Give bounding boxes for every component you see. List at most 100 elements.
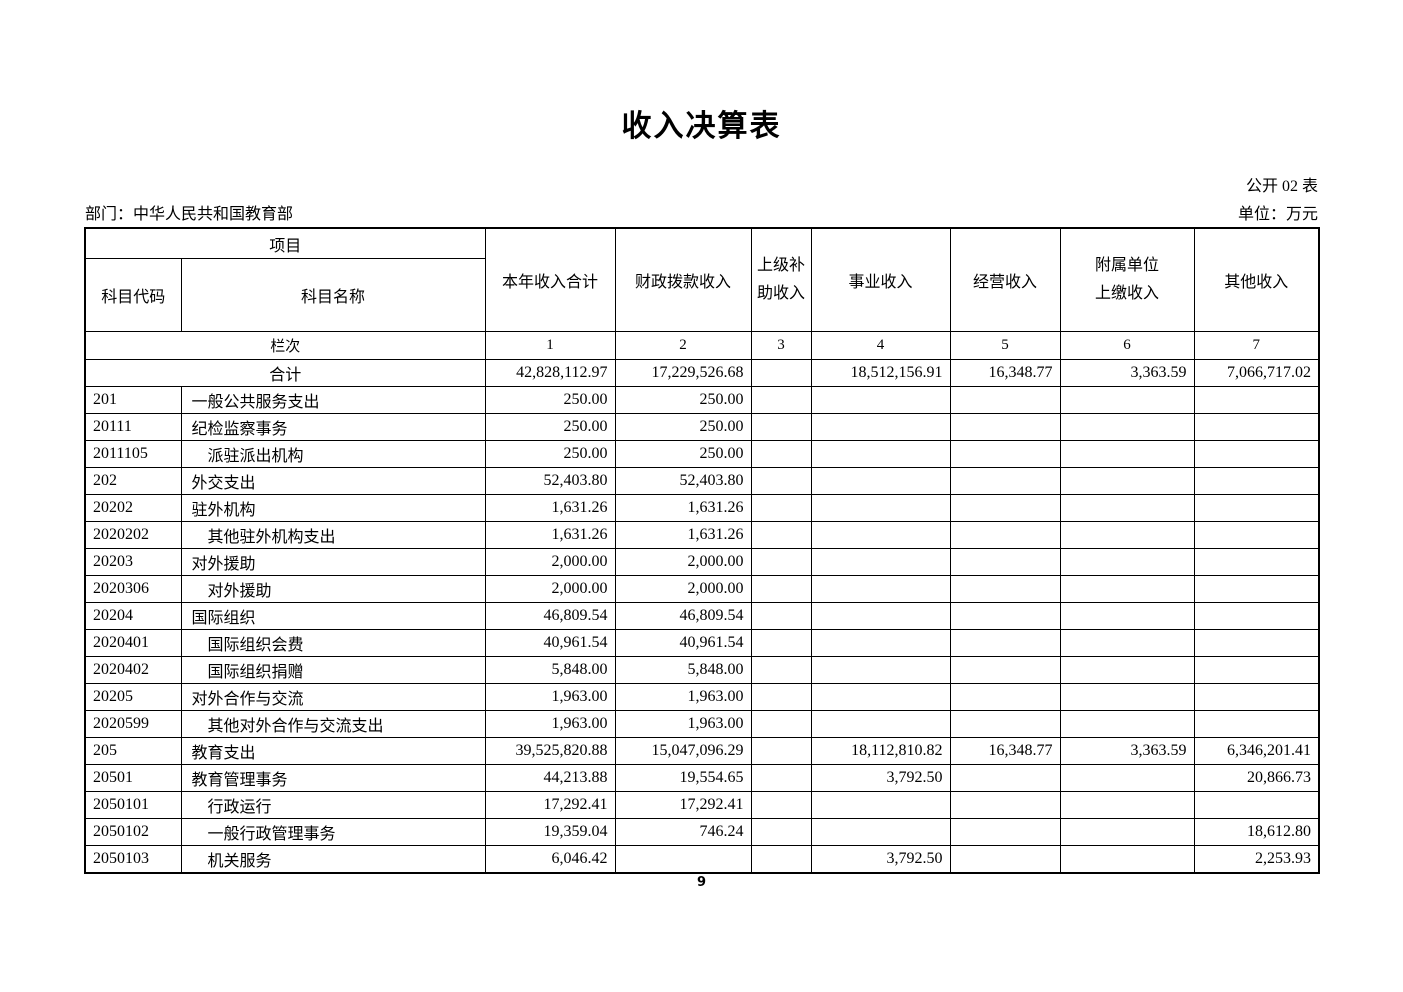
cell-value: 1,631.26 — [614, 521, 752, 549]
cell-value — [1193, 575, 1320, 603]
cell-value — [1059, 440, 1195, 468]
cell-value — [949, 386, 1061, 414]
cell-subject-name: 国际组织 — [180, 602, 486, 630]
cell-value — [949, 575, 1061, 603]
cell-value — [810, 602, 951, 630]
cell-value: 39,525,820.88 — [484, 737, 616, 765]
cell-subject-name: 对外援助 — [180, 548, 486, 576]
table-row: 2011105 派驻派出机构 250.00 250.00 — [84, 440, 1320, 468]
cell-subject-code: 20203 — [84, 548, 182, 576]
column-index-5: 5 — [949, 331, 1061, 360]
cell-value: 1,963.00 — [484, 710, 616, 738]
cell-subject-name: 外交支出 — [180, 467, 486, 495]
cell-value — [1059, 413, 1195, 441]
cell-value — [750, 791, 812, 819]
cell-value — [750, 575, 812, 603]
table-row: 201 一般公共服务支出 250.00 250.00 — [84, 386, 1320, 414]
cell-value — [1193, 791, 1320, 819]
cell-subject-code: 20501 — [84, 764, 182, 792]
cell-value: 1,631.26 — [614, 494, 752, 522]
cell-value — [750, 764, 812, 792]
cell-subject-code: 202 — [84, 467, 182, 495]
table-row: 2020402 国际组织捐赠 5,848.00 5,848.00 — [84, 656, 1320, 684]
header-col-other-income: 其他收入 — [1193, 227, 1320, 332]
cell-value — [949, 764, 1061, 792]
cell-value: 7,066,717.02 — [1193, 359, 1320, 387]
table-row: 2020306 对外援助 2,000.00 2,000.00 — [84, 575, 1320, 603]
table-row: 合计 42,828,112.97 17,229,526.68 18,512,156.9… — [84, 359, 1320, 387]
table-body: 合计 42,828,112.97 17,229,526.68 18,512,156.9… — [84, 359, 1320, 874]
cell-value — [949, 467, 1061, 495]
cell-subject-code: 2050101 — [84, 791, 182, 819]
page-title: 收入决算表 — [621, 110, 782, 143]
table-row: 2050102 一般行政管理事务 19,359.04 746.24 18,612.80 — [84, 818, 1320, 846]
table-row: 20205 对外合作与交流 1,963.00 1,963.00 — [84, 683, 1320, 711]
cell-value — [1059, 845, 1195, 874]
cell-value — [949, 413, 1061, 441]
cell-subject-code: 2020401 — [84, 629, 182, 657]
cell-subject-name: 一般公共服务支出 — [180, 386, 486, 414]
cell-subject-name: 其他对外合作与交流支出 — [180, 710, 486, 738]
cell-value — [1193, 467, 1320, 495]
cell-value — [810, 818, 951, 846]
cell-value — [750, 386, 812, 414]
cell-subject-name: 对外援助 — [180, 575, 486, 603]
cell-value: 18,512,156.91 — [810, 359, 951, 387]
cell-value — [949, 683, 1061, 711]
cell-subject-code: 20204 — [84, 602, 182, 630]
cell-value — [810, 683, 951, 711]
cell-value — [1059, 521, 1195, 549]
department-label: 部门：中华人民共和国教育部 — [85, 206, 294, 223]
cell-value — [1059, 629, 1195, 657]
table-row: 20111 纪检监察事务 250.00 250.00 — [84, 413, 1320, 441]
cell-value — [1193, 440, 1320, 468]
cell-subject-code: 2020306 — [84, 575, 182, 603]
column-index-2: 2 — [614, 331, 752, 360]
cell-subject-code: 20111 — [84, 413, 182, 441]
header-col-superior-subsidy: 上级补 助收入 — [750, 227, 812, 332]
table-row: 2020401 国际组织会费 40,961.54 40,961.54 — [84, 629, 1320, 657]
header-col-affiliate-remittance-line2: 上缴收入 — [1095, 285, 1160, 302]
cell-subject-name: 教育支出 — [180, 737, 486, 765]
cell-value — [949, 710, 1061, 738]
cell-value — [614, 845, 752, 874]
table-row: 202 外交支出 52,403.80 52,403.80 — [84, 467, 1320, 495]
cell-subject-name: 驻外机构 — [180, 494, 486, 522]
cell-value: 17,292.41 — [484, 791, 616, 819]
column-index-label: 栏次 — [84, 331, 486, 360]
cell-value — [810, 791, 951, 819]
cell-subject-code: 2020599 — [84, 710, 182, 738]
cell-value: 17,229,526.68 — [614, 359, 752, 387]
table-header: 项目 本年收入合计 财政拨款收入 上级补 助收入 事业收入 经营收入 附属单位 … — [84, 227, 1320, 360]
cell-value — [810, 575, 951, 603]
table-row: 205 教育支出 39,525,820.88 15,047,096.29 18,112,… — [84, 737, 1320, 765]
cell-value — [810, 710, 951, 738]
cell-value — [1059, 602, 1195, 630]
header-subject-code: 科目代码 — [84, 258, 182, 332]
cell-value — [750, 629, 812, 657]
unit-label: 单位：万元 — [1237, 206, 1318, 223]
header-col-superior-subsidy-line1: 上级补 — [757, 257, 806, 274]
cell-value: 3,363.59 — [1059, 359, 1195, 387]
cell-subject-name: 机关服务 — [180, 845, 486, 874]
cell-value — [949, 602, 1061, 630]
cell-value — [750, 467, 812, 495]
column-index-6: 6 — [1059, 331, 1195, 360]
cell-value: 46,809.54 — [614, 602, 752, 630]
cell-subject-name: 一般行政管理事务 — [180, 818, 486, 846]
cell-value — [750, 413, 812, 441]
cell-value: 17,292.41 — [614, 791, 752, 819]
cell-value — [810, 386, 951, 414]
cell-value — [949, 656, 1061, 684]
table-row: 2050103 机关服务 6,046.42 3,792.50 2,253.93 — [84, 845, 1320, 874]
cell-value: 1,631.26 — [484, 521, 616, 549]
column-index-3: 3 — [750, 331, 812, 360]
cell-value: 2,000.00 — [484, 575, 616, 603]
cell-subject-name: 国际组织会费 — [180, 629, 486, 657]
table-row: 2050101 行政运行 17,292.41 17,292.41 — [84, 791, 1320, 819]
table-row: 20202 驻外机构 1,631.26 1,631.26 — [84, 494, 1320, 522]
header-col-operating-income: 经营收入 — [949, 227, 1061, 332]
cell-value — [750, 359, 812, 387]
cell-value: 6,346,201.41 — [1193, 737, 1320, 765]
cell-subject-name: 行政运行 — [180, 791, 486, 819]
